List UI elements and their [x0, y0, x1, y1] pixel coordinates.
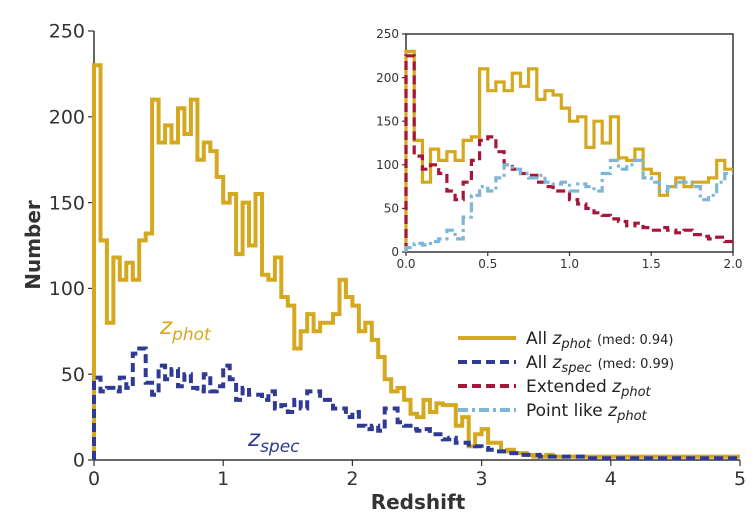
x-tick-label: 4 — [605, 468, 617, 490]
x-tick-label: 5 — [734, 468, 746, 490]
y-tick-label: 50 — [61, 364, 85, 386]
y-tick-label: 200 — [49, 106, 85, 128]
annotation-z-spec: zspec — [247, 426, 300, 457]
x-tick-label: 2 — [346, 468, 358, 490]
inset-y-tick-label: 100 — [376, 158, 399, 172]
x-tick-label: 1 — [217, 468, 229, 490]
inset-x-tick-label: 0.0 — [396, 257, 415, 271]
inset-plot-frame — [405, 33, 734, 253]
legend-label-point-like-z-phot: Point like zphot — [526, 401, 648, 424]
x-tick-label: 3 — [476, 468, 488, 490]
y-tick-label: 150 — [49, 192, 85, 214]
x-tick-label: 0 — [88, 468, 100, 490]
inset-plot: 0.0 0.5 1.0 1.5 2.0 0 50 100 150 200 250 — [376, 27, 742, 271]
y-tick-label: 250 — [49, 21, 85, 43]
legend-label-all-z-spec: All zspec (med: 0.99) — [526, 353, 674, 376]
y-tick-label: 100 — [49, 278, 85, 300]
x-axis-title: Redshift — [371, 490, 466, 514]
legend-label-all-z-phot: All zphot (med: 0.94) — [526, 329, 673, 352]
y-tick-label: 0 — [73, 450, 85, 472]
inset-series-extended-z-phot — [404, 54, 733, 252]
legend-label-extended-z-phot: Extended zphot — [526, 377, 652, 400]
inset-x-tick-label: 1.5 — [642, 257, 661, 271]
annotation-z-phot: zphot — [159, 314, 212, 345]
y-axis-title: Number — [21, 200, 45, 290]
inset-y-tick-label: 0 — [391, 245, 399, 259]
inset-x-tick-label: 1.0 — [560, 257, 579, 271]
inset-y-tick-label: 200 — [376, 71, 399, 85]
inset-y-tick-label: 250 — [376, 27, 399, 41]
series-all-z-phot — [92, 63, 740, 460]
inset-y-tick-label: 50 — [384, 202, 399, 216]
inset-x-tick-label: 0.5 — [478, 257, 497, 271]
inset-series-point-like-z-phot — [404, 158, 733, 252]
inset-y-tick-label: 150 — [376, 114, 399, 128]
inset-x-tick-label: 2.0 — [723, 257, 742, 271]
series-all-z-spec — [92, 346, 740, 461]
